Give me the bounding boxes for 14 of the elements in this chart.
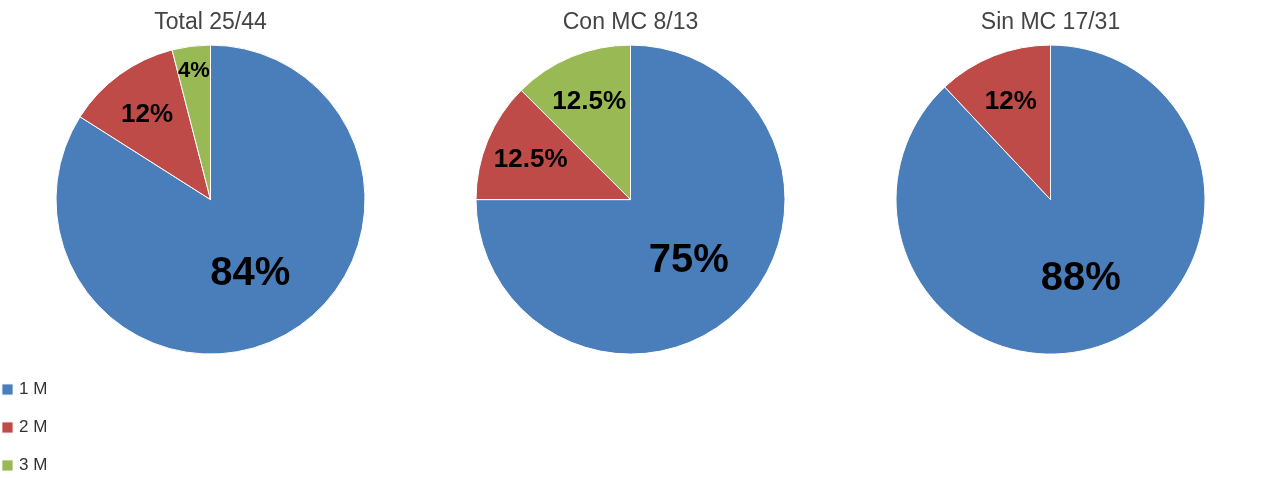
legend-label: 1 M bbox=[19, 379, 48, 399]
data-label: 12.5% bbox=[552, 85, 627, 116]
data-label: 12% bbox=[984, 84, 1037, 115]
legend-label: 3 M bbox=[19, 455, 48, 475]
data-label: 12% bbox=[121, 97, 174, 128]
data-label: 84% bbox=[210, 249, 291, 294]
legend-label: 2 M bbox=[19, 417, 48, 437]
chart-title: Sin MC 17/31 bbox=[980, 7, 1121, 34]
data-label: 12.5% bbox=[493, 143, 568, 174]
data-label: 4% bbox=[178, 56, 210, 82]
chart-title: Con MC 8/13 bbox=[562, 7, 699, 34]
data-label: 88% bbox=[1040, 253, 1121, 298]
data-label: 75% bbox=[648, 235, 729, 280]
chart-title: Total 25/44 bbox=[154, 7, 267, 34]
